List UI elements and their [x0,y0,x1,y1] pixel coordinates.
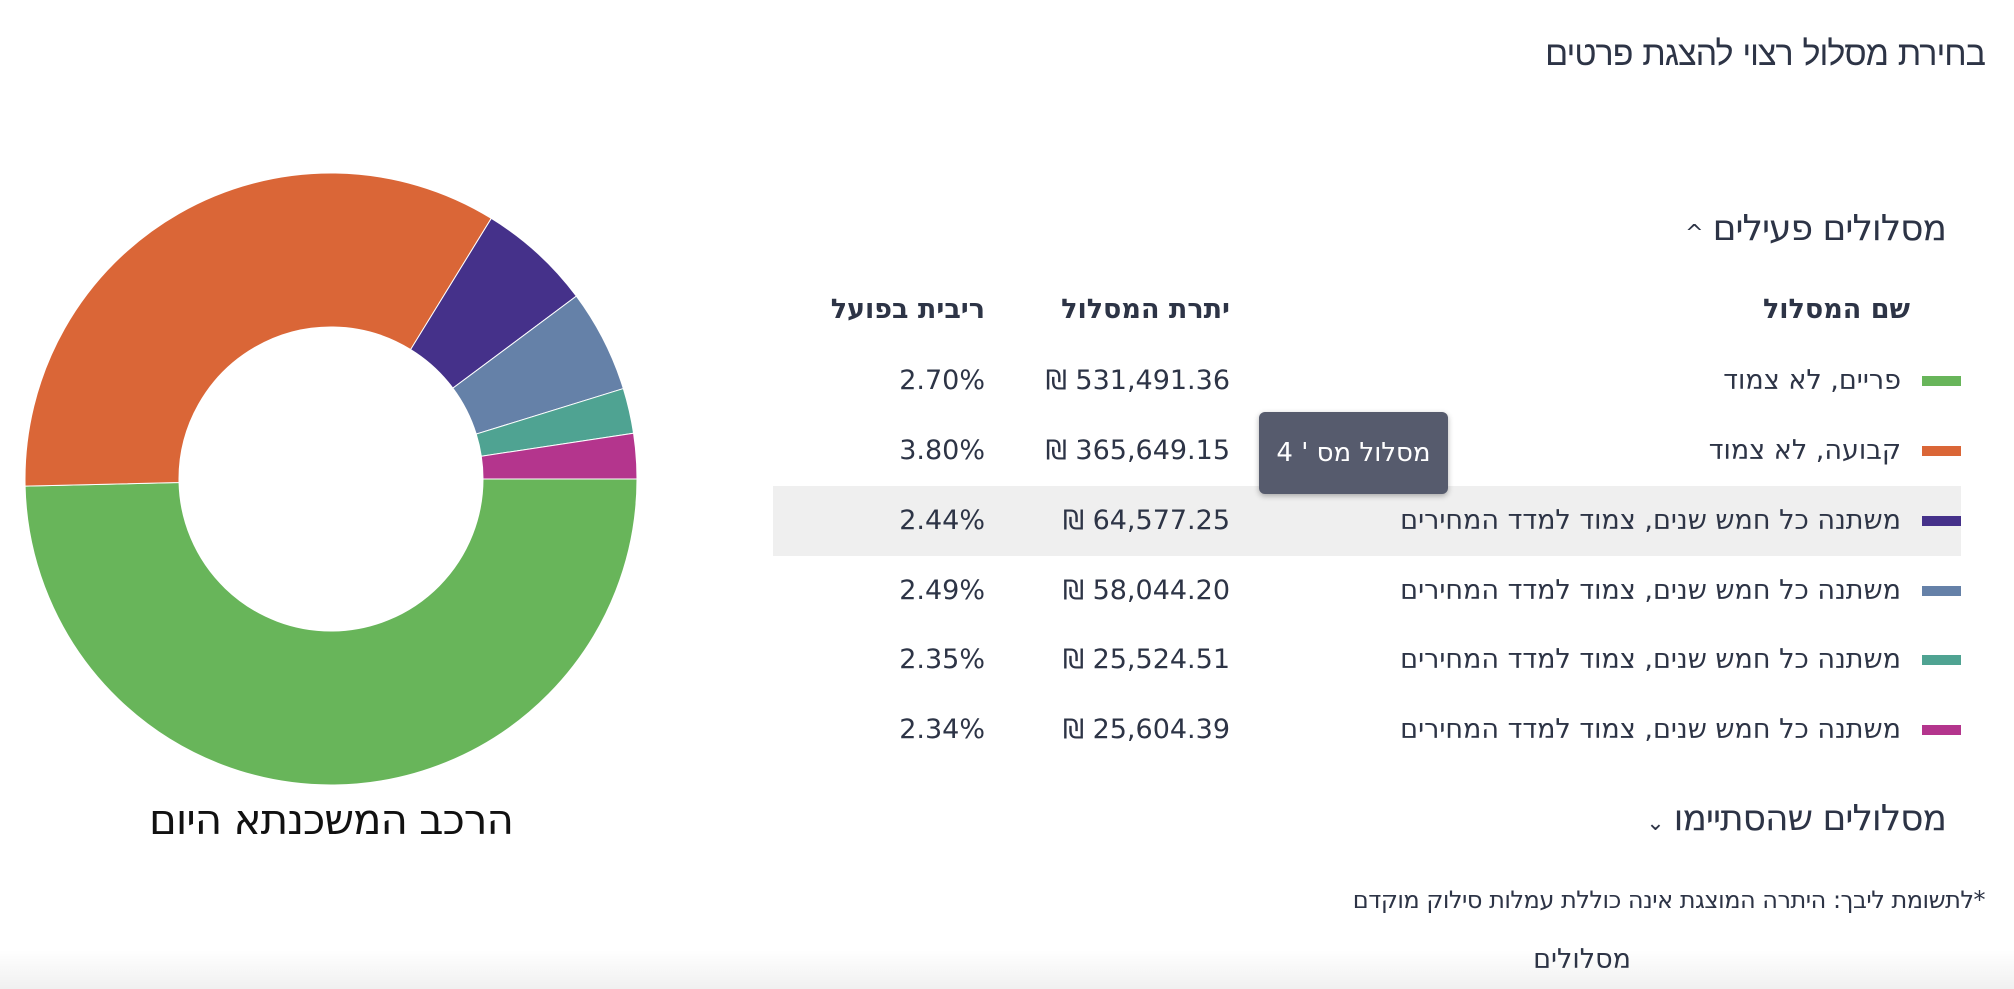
legend-swatch [1922,376,1961,386]
table-row[interactable]: קבועה, לא צמוד 365,649.15 ₪ 3.80% [773,416,1961,486]
track-name: משתנה כל חמש שנים, צמוד למדד המחירים [1400,644,1901,675]
track-rate: 2.70% [899,365,985,396]
donut-slice[interactable] [480,432,638,480]
chevron-up-icon: ^ [1685,221,1703,246]
column-header-rate: ריבית בפועל [830,294,985,325]
donut-slice[interactable] [24,478,638,786]
legend-swatch [1922,516,1961,526]
table-row[interactable]: פריים, לא צמוד 531,491.36 ₪ 2.70% [773,346,1961,416]
legend-swatch [1922,655,1961,665]
track-balance: 58,044.20 ₪ [1062,575,1230,606]
track-balance: 25,524.51 ₪ [1062,644,1230,675]
track-rate: 3.80% [899,435,985,466]
table-row[interactable]: משתנה כל חמש שנים, צמוד למדד המחירים 25,… [773,625,1961,695]
column-header-name: שם המסלול [1762,294,1910,325]
table-row[interactable]: משתנה כל חמש שנים, צמוד למדד המחירים 25,… [773,695,1961,765]
track-rate: 2.34% [899,714,985,745]
track-name: משתנה כל חמש שנים, צמוד למדד המחירים [1400,714,1901,745]
track-balance: 25,604.39 ₪ [1062,714,1230,745]
legend-swatch [1922,446,1961,456]
donut-slice[interactable] [24,172,492,487]
track-balance: 531,491.36 ₪ [1045,365,1230,396]
bottom-bar [0,950,2014,989]
table-row[interactable]: משתנה כל חמש שנים, צמוד למדד המחירים 58,… [773,556,1961,626]
track-rate: 2.49% [899,575,985,606]
column-header-balance: יתרת המסלול [1061,294,1230,325]
track-name: משתנה כל חמש שנים, צמוד למדד המחירים [1400,575,1901,606]
legend-swatch [1922,725,1961,735]
track-balance: 64,577.25 ₪ [1062,505,1230,536]
balance-note: *לתשומת ליבך: היתרה המוצגת אינה כוללת עמ… [1352,886,1986,914]
track-balance: 365,649.15 ₪ [1045,435,1230,466]
legend-swatch [1922,586,1961,596]
donut-chart [24,172,638,786]
ended-tracks-toggle[interactable]: מסלולים שהסתיימו ⌄ [1646,798,1947,839]
tracks-link[interactable]: מסלולים [1533,944,1631,975]
chevron-down-icon: ⌄ [1646,811,1664,836]
page-title: בחירת מסלול רצוי להצגת פרטים [1545,34,1986,74]
chart-title: הרכב המשכנתא היום [149,795,514,844]
active-tracks-toggle[interactable]: מסלולים פעילים ^ [1685,208,1947,249]
track-name: פריים, לא צמוד [1723,365,1901,396]
track-name: קבועה, לא צמוד [1708,435,1901,466]
tooltip: מסלול מס ' 4 [1259,412,1448,494]
table-row[interactable]: משתנה כל חמש שנים, צמוד למדד המחירים 64,… [773,486,1961,556]
active-tracks-title: מסלולים פעילים [1712,208,1947,249]
track-rate: 2.35% [899,644,985,675]
track-name: משתנה כל חמש שנים, צמוד למדד המחירים [1400,505,1901,536]
ended-tracks-title: מסלולים שהסתיימו [1673,798,1947,839]
track-rate: 2.44% [899,505,985,536]
